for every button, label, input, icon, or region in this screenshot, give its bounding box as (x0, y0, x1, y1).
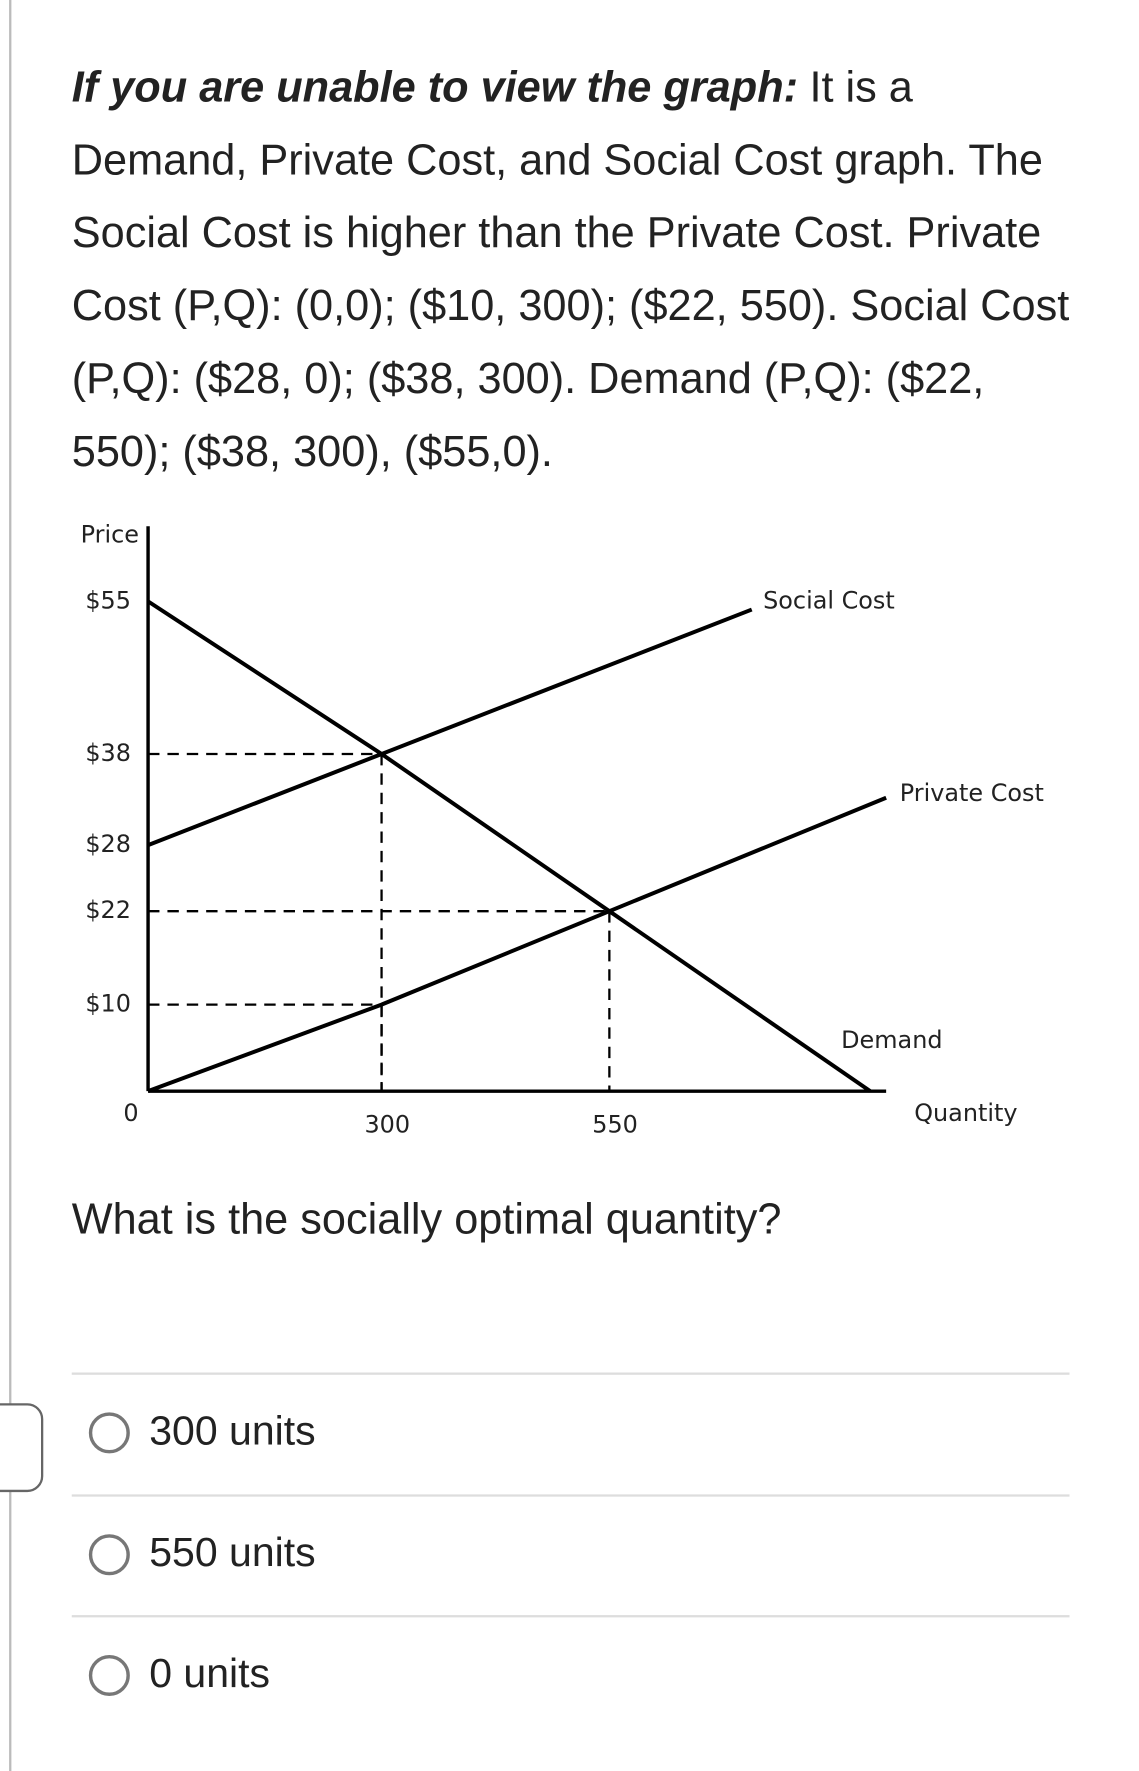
radio-button[interactable] (88, 1412, 130, 1454)
option[interactable]: 550 units (71, 1493, 1070, 1617)
series-label: Demand (841, 1026, 942, 1054)
option-label[interactable]: 550 units (149, 1527, 316, 1575)
option-label[interactable]: 300 units (149, 1406, 316, 1454)
y-tick-label: $10 (85, 990, 131, 1018)
option-label[interactable]: 0 units (149, 1649, 271, 1696)
chart: Price Quantity $10 $22 $28 $38 $55 0 300 550 Socia… (81, 520, 1044, 1138)
line-extension (608, 795, 887, 914)
x-axis-label: Quantity (914, 1099, 1017, 1127)
x-tick-label: 0 (123, 1099, 138, 1127)
line-extension (380, 607, 753, 756)
panel-edge (9, 0, 12, 1771)
lead: If you are unable to view the graph: (71, 63, 799, 112)
y-tick-label: $22 (85, 896, 131, 924)
description-text: It is a Demand, Private Cost, and Social… (71, 63, 1070, 477)
line-extension (608, 909, 872, 1093)
x-tick-label: 550 (592, 1110, 638, 1138)
option[interactable]: 300 units (71, 1372, 1070, 1495)
series-label: Private Cost (900, 779, 1044, 807)
question: What is the socially optimal quantity? (71, 1195, 782, 1244)
y-axis-label: Price (81, 520, 139, 548)
series-line (147, 909, 611, 1094)
side-tab[interactable] (0, 1403, 44, 1493)
description: If you are unable to view the graph: It i… (72, 51, 1074, 488)
y-tick-label: $38 (85, 739, 131, 767)
series-label: Social Cost (763, 586, 895, 614)
x-tick-label: 300 (364, 1110, 410, 1138)
y-tick-label: $28 (85, 830, 131, 858)
option[interactable]: 0 units (71, 1615, 1070, 1738)
radio-button[interactable] (88, 1654, 130, 1696)
series-line (147, 752, 383, 847)
radio-button[interactable] (88, 1533, 130, 1575)
series-line (146, 599, 611, 913)
y-tick-label: $55 (85, 586, 131, 614)
